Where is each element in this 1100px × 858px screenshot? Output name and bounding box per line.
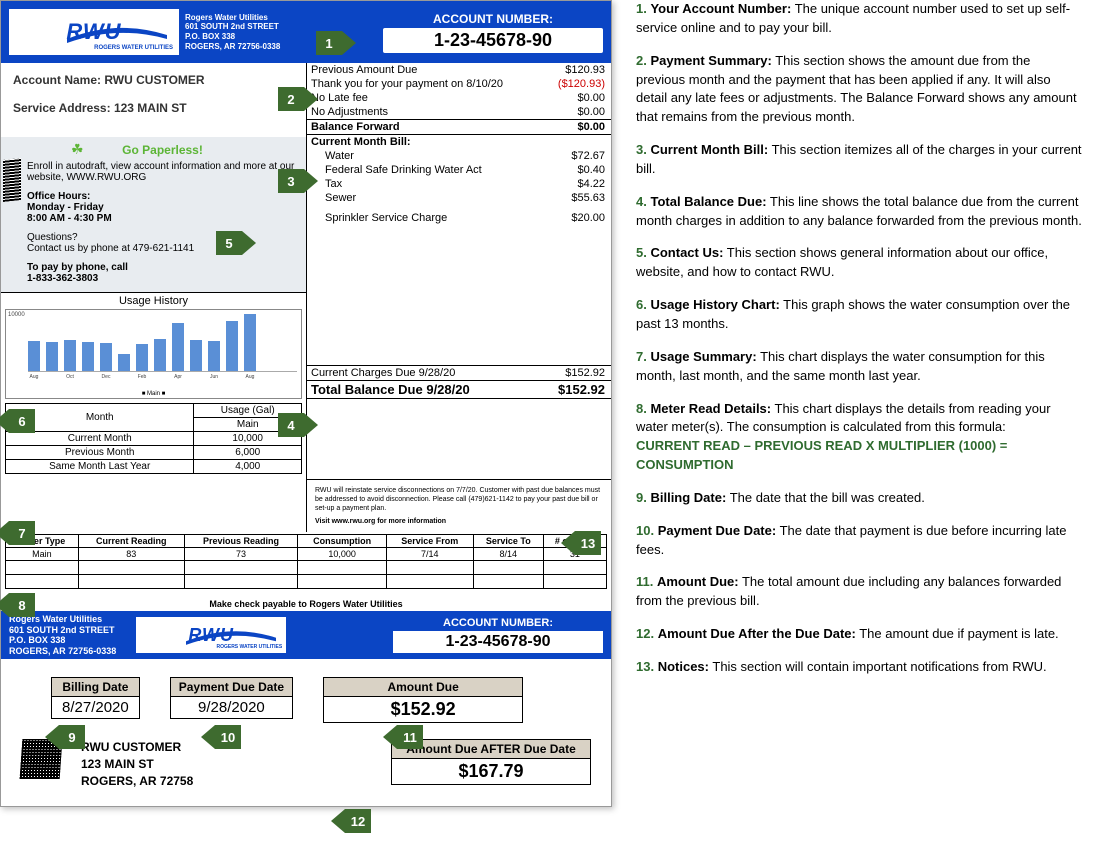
logo-subtitle: ROGERS WATER UTILITIES xyxy=(94,45,173,51)
meter-read-table: Meter TypeCurrent ReadingPrevious Readin… xyxy=(5,534,607,589)
callout-9: 9 xyxy=(45,725,85,749)
legend-item: 2. Payment Summary: This section shows t… xyxy=(636,52,1082,127)
callout-8: 8 xyxy=(0,593,35,617)
chart-bar xyxy=(172,323,184,371)
stub-logo: RWU ROGERS WATER UTILITIES xyxy=(136,617,286,653)
stub-return-address: Rogers Water Utilities 601 SOUTH 2nd STR… xyxy=(9,614,116,657)
callout-11: 11 xyxy=(383,725,423,749)
callout-5: 5 xyxy=(216,231,256,255)
account-name: Account Name: RWU CUSTOMER xyxy=(13,73,298,87)
bill-document: RWU ROGERS WATER UTILITIES Rogers Water … xyxy=(0,0,612,807)
account-number: 1-23-45678-90 xyxy=(383,28,603,53)
legend-item: 12. Amount Due After the Due Date: The a… xyxy=(636,625,1082,644)
usage-history-title: Usage History xyxy=(1,292,306,309)
callout-3: 3 xyxy=(278,169,318,193)
usage-history-chart: 10000 AugOctDecFebAprJunAug ■ Main ■ xyxy=(5,309,302,399)
charges-column: Previous Amount Due$120.93 Thank you for… xyxy=(306,63,611,532)
callout-1: 1 xyxy=(316,31,356,55)
go-paperless: Go Paperless! xyxy=(27,143,298,157)
legend-item: 10. Payment Due Date: The date that paym… xyxy=(636,522,1082,560)
callout-13: 13 xyxy=(561,531,601,555)
callout-6: 6 xyxy=(0,409,35,433)
account-number-box: ACCOUNT NUMBER: 1-23-45678-90 xyxy=(383,12,603,53)
chart-bar xyxy=(136,344,148,371)
chart-bar xyxy=(28,341,40,371)
mailing-address: RWU CUSTOMER 123 MAIN ST ROGERS, AR 7275… xyxy=(81,739,193,789)
bill-header: RWU ROGERS WATER UTILITIES Rogers Water … xyxy=(1,1,611,63)
legend-item: 4. Total Balance Due: This line shows th… xyxy=(636,193,1082,231)
callout-7: 7 xyxy=(0,521,35,545)
amount-due-box: Amount Due $152.92 xyxy=(323,677,523,723)
chart-bar xyxy=(226,321,238,371)
company-address: Rogers Water Utilities 601 SOUTH 2nd STR… xyxy=(185,13,280,51)
legend-item: 1. Your Account Number: The unique accou… xyxy=(636,0,1082,38)
stub-header: Rogers Water Utilities 601 SOUTH 2nd STR… xyxy=(1,611,611,659)
chart-bar xyxy=(46,342,58,371)
chart-bar xyxy=(244,314,256,371)
chart-bar xyxy=(190,340,202,371)
callout-10: 10 xyxy=(201,725,241,749)
legend-item: 9. Billing Date: The date that the bill … xyxy=(636,489,1082,508)
usage-summary-table: MonthUsage (Gal) Main Current Month10,00… xyxy=(5,403,302,474)
contact-box: ☘ Go Paperless! Enroll in autodraft, vie… xyxy=(1,137,306,292)
legend-item: 5. Contact Us: This section shows genera… xyxy=(636,244,1082,282)
stub-caption: Make check payable to Rogers Water Utili… xyxy=(1,597,611,611)
barcode-icon xyxy=(3,158,21,202)
legend-item: 6. Usage History Chart: This graph shows… xyxy=(636,296,1082,334)
chart-bar xyxy=(82,342,94,371)
payment-due-box: Payment Due Date 9/28/2020 xyxy=(170,677,293,719)
stub-account-box: ACCOUNT NUMBER: 1-23-45678-90 xyxy=(393,617,603,653)
callout-12: 12 xyxy=(331,809,371,833)
legend-item: 7. Usage Summary: This chart displays th… xyxy=(636,348,1082,386)
callout-4: 4 xyxy=(278,413,318,437)
chart-bar xyxy=(100,343,112,371)
legend-item: 3. Current Month Bill: This section item… xyxy=(636,141,1082,179)
logo: RWU ROGERS WATER UTILITIES xyxy=(9,9,179,55)
chart-bar xyxy=(208,341,220,371)
leaf-icon: ☘ xyxy=(71,141,84,158)
notices: RWU will reinstate service disconnection… xyxy=(307,479,611,532)
callout-2: 2 xyxy=(278,87,318,111)
legend-item: 8. Meter Read Details: This chart displa… xyxy=(636,400,1082,475)
chart-bar xyxy=(64,340,76,371)
chart-bar xyxy=(118,354,130,371)
legend-column: 1. Your Account Number: The unique accou… xyxy=(612,0,1092,807)
stub-summary-boxes: Billing Date 8/27/2020 Payment Due Date … xyxy=(1,659,611,731)
legend-item: 11. Amount Due: The total amount due inc… xyxy=(636,573,1082,611)
legend-item: 13. Notices: This section will contain i… xyxy=(636,658,1082,677)
account-info: Account Name: RWU CUSTOMER Service Addre… xyxy=(1,63,306,133)
billing-date-box: Billing Date 8/27/2020 xyxy=(51,677,140,719)
service-address: Service Address: 123 MAIN ST xyxy=(13,101,298,115)
chart-bar xyxy=(154,339,166,371)
